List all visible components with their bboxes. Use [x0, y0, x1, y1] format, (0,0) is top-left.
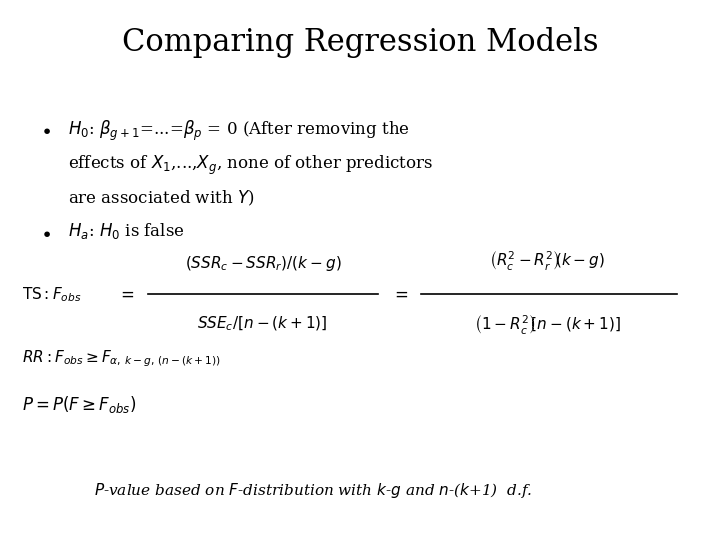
Text: $H_a$: $H_0$ is false: $H_a$: $H_0$ is false — [68, 221, 185, 241]
Text: $\bullet$: $\bullet$ — [40, 122, 50, 139]
Text: effects of $X_1$,...,$X_g$, none of other predictors: effects of $X_1$,...,$X_g$, none of othe… — [68, 154, 433, 177]
Text: $=$: $=$ — [117, 286, 135, 303]
Text: are associated with $Y$): are associated with $Y$) — [68, 189, 255, 208]
Text: $P$-value based on $F$-distribution with $k$-$g$ and $n$-($k$+1)  d.f.: $P$-value based on $F$-distribution with… — [94, 481, 532, 500]
Text: Comparing Regression Models: Comparing Regression Models — [122, 27, 598, 58]
Text: $H_0$: $\beta_{g+1}$=...=$\beta_p$ = 0 (After removing the: $H_0$: $\beta_{g+1}$=...=$\beta_p$ = 0 (… — [68, 119, 410, 143]
Text: $=$: $=$ — [391, 286, 408, 303]
Text: $(SSR_c - SSR_r)/(k - g)$: $(SSR_c - SSR_r)/(k - g)$ — [184, 254, 341, 273]
Text: $\left(1 - R_c^2\right)\!\![n - (k + 1)]$: $\left(1 - R_c^2\right)\!\![n - (k + 1)]… — [474, 314, 621, 338]
Text: $\bullet$: $\bullet$ — [40, 224, 50, 242]
Text: $SSE_c / [n - (k + 1)]$: $SSE_c / [n - (k + 1)]$ — [197, 314, 328, 333]
Text: $RR: F_{obs} \geq F_{\alpha,\,k-g,\,(n-(k+1))}$: $RR: F_{obs} \geq F_{\alpha,\,k-g,\,(n-(… — [22, 348, 220, 369]
Text: $\left(R_c^2 - R_r^2\right)\!\!(k - g)$: $\left(R_c^2 - R_r^2\right)\!\!(k - g)$ — [490, 249, 605, 273]
Text: $P = P(F \geq F_{obs})$: $P = P(F \geq F_{obs})$ — [22, 394, 136, 415]
Text: $\mathrm{TS}: F_{obs}$: $\mathrm{TS}: F_{obs}$ — [22, 285, 81, 303]
